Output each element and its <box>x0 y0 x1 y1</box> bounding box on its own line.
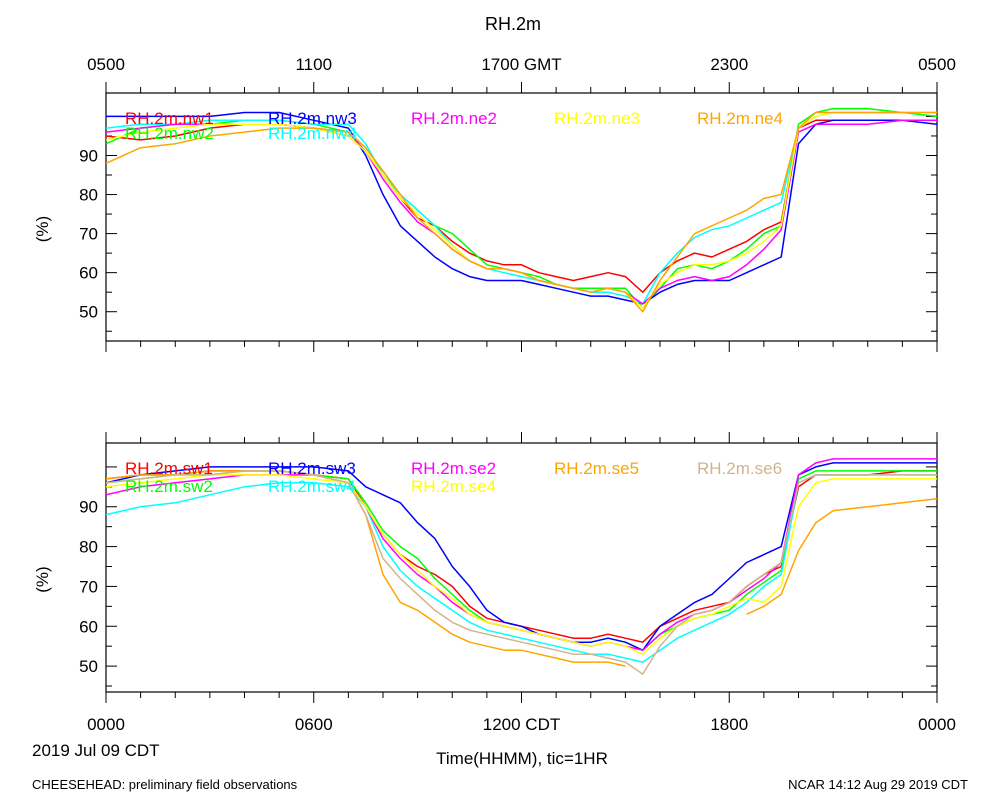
top-axis-labels: 0500 1100 1700 GMT 2300 0500 <box>87 55 956 74</box>
bottom-tick-label: 0000 <box>918 715 956 734</box>
bottom-tick-label: 0000 <box>87 715 125 734</box>
legend-entry-rh-2m-sw1: RH.2m.sw1 <box>125 459 213 478</box>
footer-left: CHEESEHEAD: preliminary field observatio… <box>32 777 298 792</box>
y-axis-label-bottom: (%) <box>33 566 52 592</box>
top-tick-label: 0500 <box>918 55 956 74</box>
series-line-rh-2m-ne4 <box>106 111 937 313</box>
top-tick-label: 0500 <box>87 55 125 74</box>
legend-entry-rh-2m-se6: RH.2m.se6 <box>697 459 782 478</box>
legend-entry-rh-2m-se5: RH.2m.se5 <box>554 459 639 478</box>
bottom-axis-labels: 0000 0600 1200 CDT 1800 0000 <box>87 715 956 734</box>
plot-frame-bottom <box>105 442 938 693</box>
legend-entry-rh-2m-ne4: RH.2m.ne4 <box>697 109 783 128</box>
footer-right: NCAR 14:12 Aug 29 2019 CDT <box>788 777 968 792</box>
series-line-rh-2m-se4 <box>106 474 937 655</box>
series-line-rh-2m-sw3 <box>106 462 937 651</box>
figure-title: RH.2m <box>485 14 541 34</box>
series-line-rh-2m-nw2 <box>106 107 937 309</box>
y-tick-label-top: 80 <box>79 186 98 205</box>
series-line-rh-2m-nw4 <box>106 111 937 305</box>
legend-entry-rh-2m-sw2: RH.2m.sw2 <box>125 477 213 496</box>
y-tick-label-top: 90 <box>79 146 98 165</box>
y-tick-label-bottom: 80 <box>79 538 98 557</box>
legend-entry-rh-2m-ne2: RH.2m.ne2 <box>411 109 497 128</box>
series-line-rh-2m-nw3 <box>106 111 937 305</box>
plot-frame-top <box>105 92 938 342</box>
y-tick-label-top: 50 <box>79 303 98 322</box>
y-tick-label-bottom: 60 <box>79 617 98 636</box>
y-tick-label-top: 70 <box>79 225 98 244</box>
series-line-rh-2m-se6 <box>106 470 937 675</box>
series-line-rh-2m-sw1 <box>106 470 937 643</box>
legend-entry-rh-2m-se2: RH.2m.se2 <box>411 459 496 478</box>
legend-entry-rh-2m-sw3: RH.2m.sw3 <box>268 459 356 478</box>
legend-entry-rh-2m-nw3: RH.2m.nw3 <box>268 109 357 128</box>
top-tick-label: 1700 GMT <box>481 55 561 74</box>
legend-entry-rh-2m-se4: RH.2m.se4 <box>411 477 496 496</box>
x-axis-label: Time(HHMM), tic=1HR <box>436 749 608 768</box>
y-tick-label-bottom: 70 <box>79 577 98 596</box>
y-axis-label-top: (%) <box>33 216 52 242</box>
legend-entry-rh-2m-nw2: RH.2m.nw2 <box>125 124 214 143</box>
top-tick-label: 1100 <box>295 55 332 74</box>
series-line-rh-2m-sw4 <box>106 474 937 663</box>
series-line-rh-2m-ne3 <box>106 111 937 309</box>
legend-entry-rh-2m-sw4: RH.2m.sw4 <box>268 477 356 496</box>
series-line-rh-2m-sw2 <box>106 470 937 651</box>
bottom-tick-label: 0600 <box>295 715 333 734</box>
legend-entry-rh-2m-ne3: RH.2m.ne3 <box>554 109 640 128</box>
y-tick-label-bottom: 50 <box>79 657 98 676</box>
bottom-tick-label: 1200 CDT <box>483 715 560 734</box>
series-line-rh-2m-se5 <box>106 470 937 667</box>
date-label: 2019 Jul 09 CDT <box>32 741 160 760</box>
y-tick-label-top: 60 <box>79 264 98 283</box>
legend-entry-rh-2m-nw4: RH.2m.nw4 <box>268 124 357 143</box>
top-tick-label: 2300 <box>710 55 748 74</box>
bottom-tick-label: 1800 <box>710 715 748 734</box>
series-line-rh-2m-nw1 <box>106 119 937 293</box>
y-tick-label-bottom: 90 <box>79 498 98 517</box>
legend-entry-rh-2m-nw1: RH.2m.nw1 <box>125 109 214 128</box>
